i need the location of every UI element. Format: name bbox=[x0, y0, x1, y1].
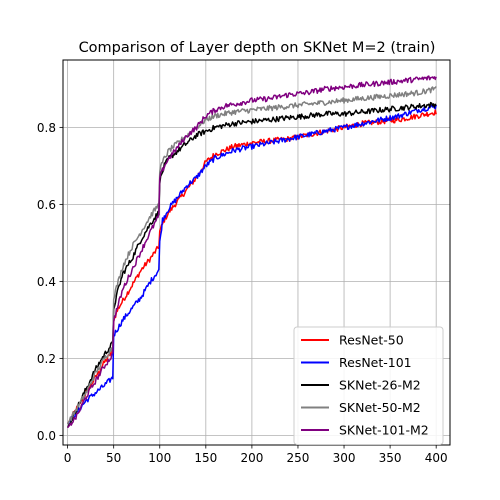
series-line-4 bbox=[66, 86, 437, 425]
x-tick-label: 100 bbox=[148, 451, 171, 465]
x-tick-label: 350 bbox=[379, 451, 402, 465]
chart-title: Comparison of Layer depth on SKNet M=2 (… bbox=[79, 40, 436, 56]
series-line-2 bbox=[67, 104, 437, 425]
y-tick-label: 0.2 bbox=[37, 352, 56, 366]
x-tick-label: 200 bbox=[240, 451, 263, 465]
x-tick-label: 150 bbox=[194, 451, 217, 465]
y-tick-label: 0.8 bbox=[37, 121, 56, 135]
legend: ResNet-50 ResNet-101 SKNet-26-M2 SKNet-50-M… bbox=[293, 326, 444, 445]
y-tick-label: 0.4 bbox=[37, 275, 56, 289]
legend-label: ResNet-101 bbox=[339, 355, 412, 370]
legend-label: ResNet-50 bbox=[339, 333, 404, 348]
x-tick-label: 300 bbox=[333, 451, 356, 465]
y-tick-label: 0.0 bbox=[37, 429, 56, 443]
x-tick-label: 0 bbox=[64, 451, 72, 465]
legend-box bbox=[293, 326, 444, 445]
x-tick-label: 50 bbox=[106, 451, 121, 465]
axis-ticks: 0 50 100 150 200 250 300 350 400 0.0 0.2 0.4 0.6 0.8 bbox=[37, 121, 448, 465]
series-line-5 bbox=[67, 75, 437, 429]
x-tick-label: 400 bbox=[425, 451, 448, 465]
legend-label: SKNet-101-M2 bbox=[339, 423, 429, 438]
x-tick-label: 250 bbox=[287, 451, 310, 465]
series-line-3 bbox=[66, 101, 437, 429]
legend-label: SKNet-50-M2 bbox=[339, 400, 421, 415]
plot-frame bbox=[62, 59, 451, 446]
y-tick-label: 0.6 bbox=[37, 198, 56, 212]
legend-label: SKNet-26-M2 bbox=[339, 378, 421, 393]
series-layer bbox=[66, 75, 437, 429]
